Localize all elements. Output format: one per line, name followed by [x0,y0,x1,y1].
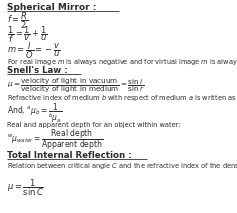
Text: $f = \dfrac{R}{2}$: $f = \dfrac{R}{2}$ [7,10,28,30]
Text: Relation between critical angle $C$ and the refractive index of the denser mediu: Relation between critical angle $C$ and … [7,161,237,171]
Text: Snell's Law :: Snell's Law : [7,66,68,75]
Text: For real image $m$ is always negative and for virtual image $m$ is always positi: For real image $m$ is always negative an… [7,57,237,67]
Text: $^{w}\mu_{water} = \dfrac{\mathrm{Real\ depth}}{\mathrm{Apparent\ depth}}$: $^{w}\mu_{water} = \dfrac{\mathrm{Real\ … [7,128,103,152]
Text: $\dfrac{1}{f} = \dfrac{1}{v} + \dfrac{1}{u}$: $\dfrac{1}{f} = \dfrac{1}{v} + \dfrac{1}… [7,24,48,45]
Text: Spherical Mirror :: Spherical Mirror : [7,3,96,12]
Text: $\mu = \dfrac{\mathrm{velocity\ of\ light\ in\ vacuum}}{\mathrm{velocity\ of\ li: $\mu = \dfrac{\mathrm{velocity\ of\ ligh… [7,77,145,95]
Text: Refractive index of medium $b$ with respect of medium $a$ is written as $^{a}\mu: Refractive index of medium $b$ with resp… [7,94,237,105]
Text: And, $^{a}\mu_{b} = \dfrac{1}{^{b}\mu_{a}}$: And, $^{a}\mu_{b} = \dfrac{1}{^{b}\mu_{a… [7,101,62,125]
Text: $\mu = \dfrac{1}{\sin C}$: $\mu = \dfrac{1}{\sin C}$ [7,178,44,198]
Text: Total Internal Reflection :: Total Internal Reflection : [7,151,132,160]
Text: $m = \dfrac{I}{O} = -\dfrac{v}{u}$: $m = \dfrac{I}{O} = -\dfrac{v}{u}$ [7,40,61,61]
Text: Real and apparent depth for an object within water:: Real and apparent depth for an object wi… [7,122,181,128]
